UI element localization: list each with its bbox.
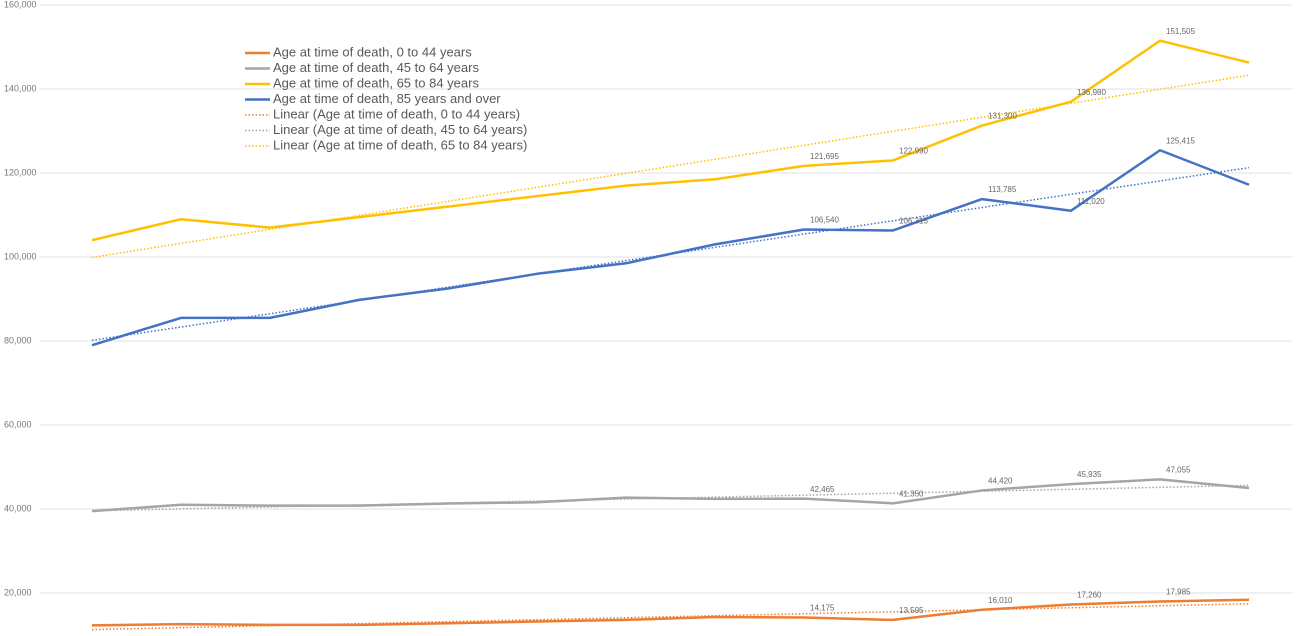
y-tick-label: 20,000 — [4, 587, 32, 597]
y-tick-label: 160,000 — [4, 0, 37, 9]
legend-label: Linear (Age at time of death, 45 to 64 y… — [273, 122, 527, 137]
data-label: 16,010 — [988, 596, 1013, 605]
data-label: 125,415 — [1166, 136, 1195, 145]
legend-label: Age at time of death, 85 years and over — [273, 91, 501, 106]
data-label: 131,300 — [988, 112, 1017, 121]
data-label: 42,465 — [810, 485, 835, 494]
legend-label: Linear (Age at time of death, 0 to 44 ye… — [273, 106, 520, 121]
data-label: 113,785 — [988, 185, 1017, 194]
trendline — [91, 74, 1250, 259]
legend-label: Age at time of death, 65 to 84 years — [273, 75, 479, 90]
data-label: 45,935 — [1077, 470, 1102, 479]
data-label: 13,595 — [899, 606, 924, 615]
y-tick-label: 100,000 — [4, 251, 37, 261]
data-label: 151,505 — [1166, 27, 1195, 36]
y-tick-label: 80,000 — [4, 335, 32, 345]
series-line — [91, 39, 1250, 242]
data-label: 17,260 — [1077, 591, 1102, 600]
y-tick-label: 140,000 — [4, 83, 37, 93]
series-line — [91, 598, 1250, 627]
legend-label: Age at time of death, 0 to 44 years — [273, 44, 472, 59]
data-label: 41,350 — [899, 489, 924, 498]
data-label: 47,055 — [1166, 465, 1191, 474]
data-label: 136,980 — [1077, 88, 1106, 97]
data-label: 106,540 — [810, 216, 839, 225]
data-label: 111,020 — [1077, 197, 1105, 206]
series-line — [91, 149, 1250, 347]
data-label: 106,315 — [899, 217, 928, 226]
data-label: 14,175 — [810, 604, 835, 613]
data-label: 121,695 — [810, 152, 839, 161]
data-label: 17,985 — [1166, 588, 1191, 597]
y-tick-label: 120,000 — [4, 167, 37, 177]
series-line — [91, 478, 1250, 513]
y-tick-label: 60,000 — [4, 419, 32, 429]
legend-label: Age at time of death, 45 to 64 years — [273, 60, 479, 75]
y-tick-label: 40,000 — [4, 503, 32, 513]
legend-label: Linear (Age at time of death, 65 to 84 y… — [273, 137, 527, 152]
data-label: 122,990 — [899, 147, 928, 156]
data-label: 44,420 — [988, 477, 1013, 486]
